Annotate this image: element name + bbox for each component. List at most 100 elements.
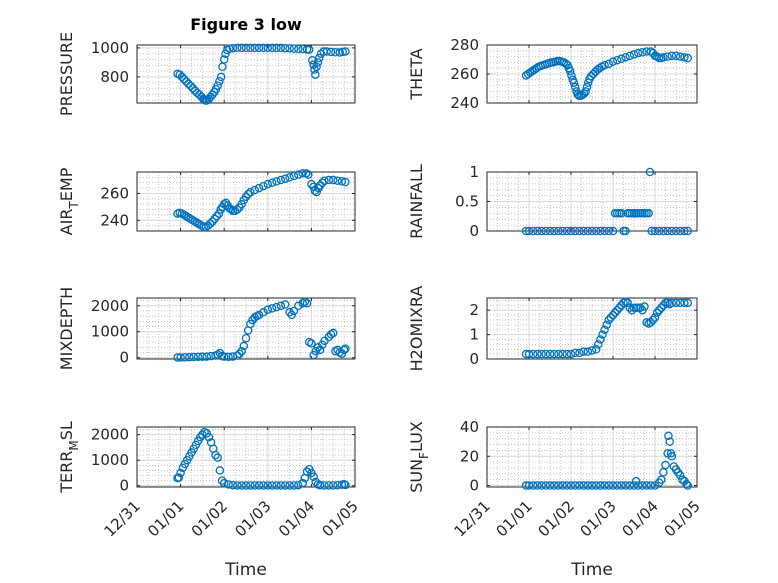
data-point xyxy=(233,205,242,214)
data-point xyxy=(589,69,598,79)
panel-pressure: 800 1000 PRESSURE xyxy=(57,32,356,116)
panel-air-temp: 240 260 AIRTEMP xyxy=(57,167,356,235)
data-point xyxy=(341,177,350,187)
data-point xyxy=(320,481,329,490)
y-tick-label: 40 xyxy=(460,418,479,436)
data-point xyxy=(208,217,217,226)
data-point xyxy=(246,481,255,490)
data-point xyxy=(215,77,224,86)
data-point xyxy=(579,347,588,356)
data-point xyxy=(272,481,281,490)
data-point xyxy=(285,44,294,53)
data-point xyxy=(667,226,677,236)
data-point xyxy=(263,481,273,490)
data-point xyxy=(683,226,693,236)
data-point xyxy=(667,298,677,308)
data-point xyxy=(272,302,281,312)
data-point xyxy=(659,301,668,310)
data-point xyxy=(312,62,321,72)
data-point xyxy=(241,43,251,53)
y-tick-label: 800 xyxy=(100,68,129,86)
data-point xyxy=(537,481,546,490)
data-point xyxy=(304,45,314,54)
data-point xyxy=(337,177,347,186)
data-point xyxy=(186,81,195,91)
data-point xyxy=(316,49,326,58)
data-point xyxy=(341,344,350,353)
data-point xyxy=(633,48,643,58)
data-point xyxy=(524,226,534,236)
data-point xyxy=(596,226,605,236)
data-point xyxy=(566,349,576,359)
data-point xyxy=(280,481,290,490)
data-point xyxy=(302,467,312,476)
data-point xyxy=(617,54,626,64)
data-point xyxy=(320,176,329,185)
data-point xyxy=(612,305,622,315)
data-point xyxy=(608,57,618,66)
data-point xyxy=(176,468,185,478)
data-point xyxy=(276,301,286,311)
data-point xyxy=(204,432,214,442)
data-point xyxy=(182,77,191,86)
data-point xyxy=(324,481,334,490)
data-point xyxy=(558,226,567,236)
data-point xyxy=(575,348,584,358)
data-point xyxy=(631,476,641,486)
data-point xyxy=(615,303,624,313)
data-point xyxy=(629,50,639,59)
y-tick-label: 1000 xyxy=(91,39,129,57)
data-point xyxy=(528,226,538,236)
data-point xyxy=(324,175,334,185)
data-point xyxy=(211,450,220,460)
data-point xyxy=(606,313,616,322)
y-tick-label: 0 xyxy=(119,477,129,495)
data-point xyxy=(575,226,584,236)
data-point xyxy=(566,226,576,236)
data-point xyxy=(259,43,268,53)
data-point xyxy=(565,66,575,76)
data-point xyxy=(591,344,601,354)
data-point xyxy=(212,211,222,221)
data-point xyxy=(254,481,264,490)
data-point xyxy=(663,52,672,61)
panel-theta: 240 260 280 THETA xyxy=(407,36,698,112)
data-point xyxy=(335,48,344,57)
data-point xyxy=(594,340,603,349)
data-point xyxy=(625,51,635,61)
data-point xyxy=(333,176,342,185)
data-point xyxy=(570,226,580,236)
data-point xyxy=(254,183,264,193)
data-point xyxy=(202,352,212,361)
y-tick-label: 20 xyxy=(460,447,479,465)
data-point xyxy=(554,226,563,236)
data-point xyxy=(683,53,693,63)
data-point xyxy=(285,173,294,182)
axes-box xyxy=(136,297,356,360)
y-tick-label: 0.5 xyxy=(455,193,479,211)
data-point xyxy=(657,303,666,313)
data-point xyxy=(612,55,622,65)
y-tick-label: 260 xyxy=(450,65,479,83)
data-point xyxy=(586,71,596,81)
data-point xyxy=(250,43,259,53)
data-point xyxy=(562,349,572,359)
data-point xyxy=(267,43,277,53)
data-point xyxy=(667,452,677,461)
data-point xyxy=(654,305,664,315)
data-point xyxy=(600,226,609,236)
data-point xyxy=(289,44,299,53)
data-point xyxy=(625,303,635,313)
data-point xyxy=(583,226,593,236)
data-point xyxy=(533,481,542,490)
data-point xyxy=(246,187,255,197)
data-point xyxy=(237,199,246,209)
data-point xyxy=(210,214,219,224)
data-point xyxy=(233,351,242,360)
data-point xyxy=(241,192,251,202)
y-axis-label-subscript: F xyxy=(417,452,431,459)
data-point xyxy=(250,185,259,195)
data-point xyxy=(313,343,323,352)
